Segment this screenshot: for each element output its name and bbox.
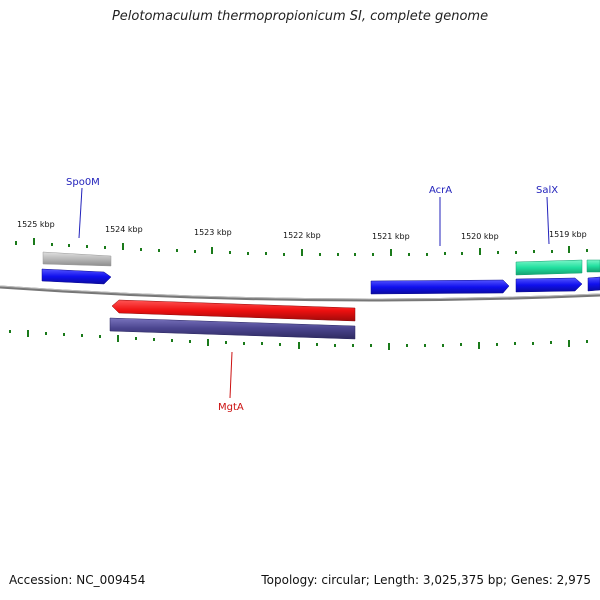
ruler-label-1524: 1524 kbp: [105, 225, 143, 234]
ruler-label-1520: 1520 kbp: [461, 232, 499, 241]
ruler-label-1525: 1525 kbp: [17, 220, 55, 229]
gene-label-spo0m: Spo0M: [66, 177, 100, 188]
ruler-label-1521: 1521 kbp: [372, 232, 410, 241]
ruler-label-1523: 1523 kbp: [194, 228, 232, 237]
genome-backbone: [0, 285, 600, 302]
mgta-leader-line: [229, 351, 233, 399]
reverse-tick-row: [9, 330, 588, 350]
gene-label-salx: SalX: [536, 185, 558, 196]
genome-backbone-highlight: [0, 285, 600, 300]
spo0m-leader-line: [78, 187, 83, 239]
cds-forward-spo0m[interactable]: [41, 268, 112, 285]
genome-summary: Topology: circular; Length: 3,025,375 bp…: [261, 573, 591, 587]
gene-label-mgta: MgtA: [218, 402, 244, 413]
cds-reverse-mgta[interactable]: [111, 299, 356, 322]
gene-reverse-mgta[interactable]: [109, 317, 356, 340]
accession-label: Accession: NC_009454: [9, 573, 146, 587]
forward-tick-row: [15, 238, 588, 256]
ruler-label-1519: 1519 kbp: [549, 230, 587, 239]
ruler-label-1522: 1522 kbp: [283, 231, 321, 240]
gene-salx-green[interactable]: [515, 259, 583, 276]
cds-forward-salx[interactable]: [515, 277, 583, 293]
cds-forward-partial[interactable]: [587, 276, 600, 292]
gene-green-partial[interactable]: [586, 259, 600, 273]
map-title: Pelotomaculum thermopropionicum SI, comp…: [111, 9, 489, 24]
gene-label-acra: AcrA: [429, 185, 452, 196]
cds-forward-acra[interactable]: [370, 279, 510, 295]
gene-spo0m-grey[interactable]: [42, 251, 112, 267]
salx-leader-line: [546, 196, 550, 245]
